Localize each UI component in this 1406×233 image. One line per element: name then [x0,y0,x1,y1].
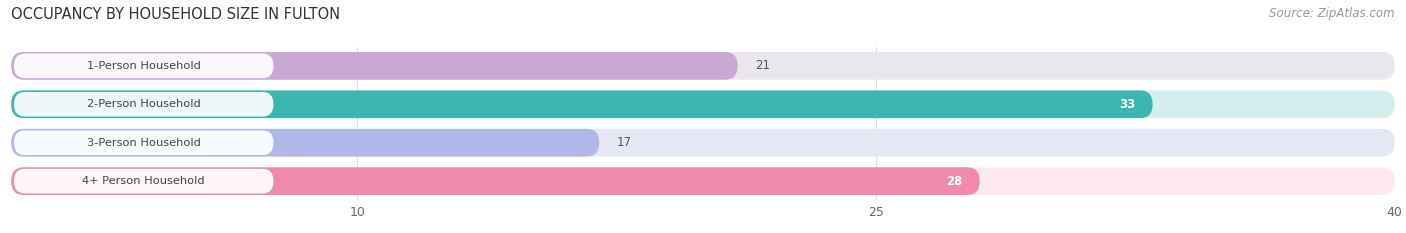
FancyBboxPatch shape [11,52,738,80]
Text: 4+ Person Household: 4+ Person Household [83,176,205,186]
FancyBboxPatch shape [11,129,599,157]
FancyBboxPatch shape [11,90,1153,118]
Text: 1-Person Household: 1-Person Household [87,61,201,71]
Text: 28: 28 [946,175,963,188]
Text: Source: ZipAtlas.com: Source: ZipAtlas.com [1270,7,1395,20]
Text: 21: 21 [755,59,770,72]
FancyBboxPatch shape [11,129,1395,157]
FancyBboxPatch shape [11,167,980,195]
FancyBboxPatch shape [14,130,273,155]
Text: OCCUPANCY BY HOUSEHOLD SIZE IN FULTON: OCCUPANCY BY HOUSEHOLD SIZE IN FULTON [11,7,340,22]
FancyBboxPatch shape [11,167,1395,195]
FancyBboxPatch shape [11,52,1395,80]
Text: 2-Person Household: 2-Person Household [87,99,201,109]
Text: 17: 17 [617,136,631,149]
FancyBboxPatch shape [14,169,273,193]
FancyBboxPatch shape [14,54,273,78]
Text: 33: 33 [1119,98,1136,111]
FancyBboxPatch shape [14,92,273,116]
Text: 3-Person Household: 3-Person Household [87,138,201,148]
FancyBboxPatch shape [11,90,1395,118]
